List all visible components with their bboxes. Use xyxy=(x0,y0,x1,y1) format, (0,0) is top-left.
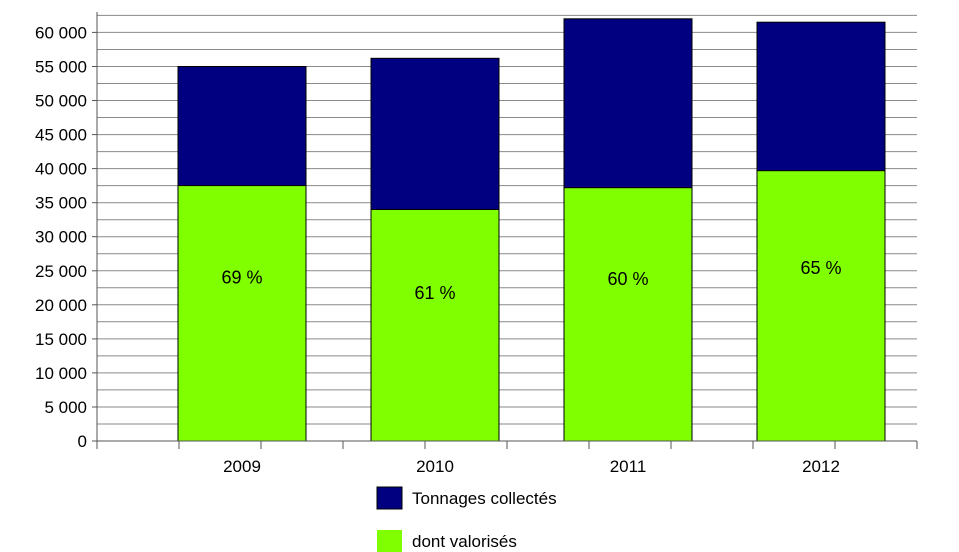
axes xyxy=(92,12,918,449)
data-label: 65 % xyxy=(800,258,841,278)
y-tick-label: 30 000 xyxy=(35,228,87,247)
y-tick-label: 10 000 xyxy=(35,364,87,383)
legend-swatch xyxy=(377,530,402,552)
bar-dont-valorises xyxy=(177,185,307,442)
y-tick-label: 60 000 xyxy=(35,23,87,42)
y-tick-label: 50 000 xyxy=(35,92,87,111)
bar-dont-valorises xyxy=(370,209,500,442)
legend: Tonnages collectés dont valorisés xyxy=(376,486,557,552)
x-tick-label: 2009 xyxy=(223,457,261,476)
data-label: 60 % xyxy=(607,269,648,289)
y-tick-label: 20 000 xyxy=(35,296,87,315)
data-labels: 69 % 61 % 60 % 65 % xyxy=(221,258,841,303)
x-tick-labels: 2009 2010 2011 2012 xyxy=(223,457,840,476)
y-tick-label: 35 000 xyxy=(35,194,87,213)
x-tick-label: 2012 xyxy=(802,457,840,476)
y-tick-label: 45 000 xyxy=(35,126,87,145)
data-label: 69 % xyxy=(221,268,262,288)
legend-label: Tonnages collectés xyxy=(412,489,557,508)
y-tick-label: 5 000 xyxy=(44,398,87,417)
x-tick-label: 2010 xyxy=(416,457,454,476)
y-tick-label: 25 000 xyxy=(35,262,87,281)
bar-dont-valorises xyxy=(756,170,886,442)
y-tick-label: 55 000 xyxy=(35,58,87,77)
x-tick-label: 2011 xyxy=(610,457,647,476)
legend-label: dont valorisés xyxy=(412,532,517,551)
y-tick-label: 40 000 xyxy=(35,160,87,179)
bar-dont-valorises xyxy=(563,187,693,442)
legend-swatch xyxy=(376,486,403,510)
y-tick-label: 0 xyxy=(78,432,87,451)
y-tick-label: 15 000 xyxy=(35,330,87,349)
bars xyxy=(177,18,886,442)
data-label: 61 % xyxy=(414,283,455,303)
y-tick-labels: 0 5 000 10 000 15 000 20 000 25 000 30 000 35 0… xyxy=(35,23,87,451)
